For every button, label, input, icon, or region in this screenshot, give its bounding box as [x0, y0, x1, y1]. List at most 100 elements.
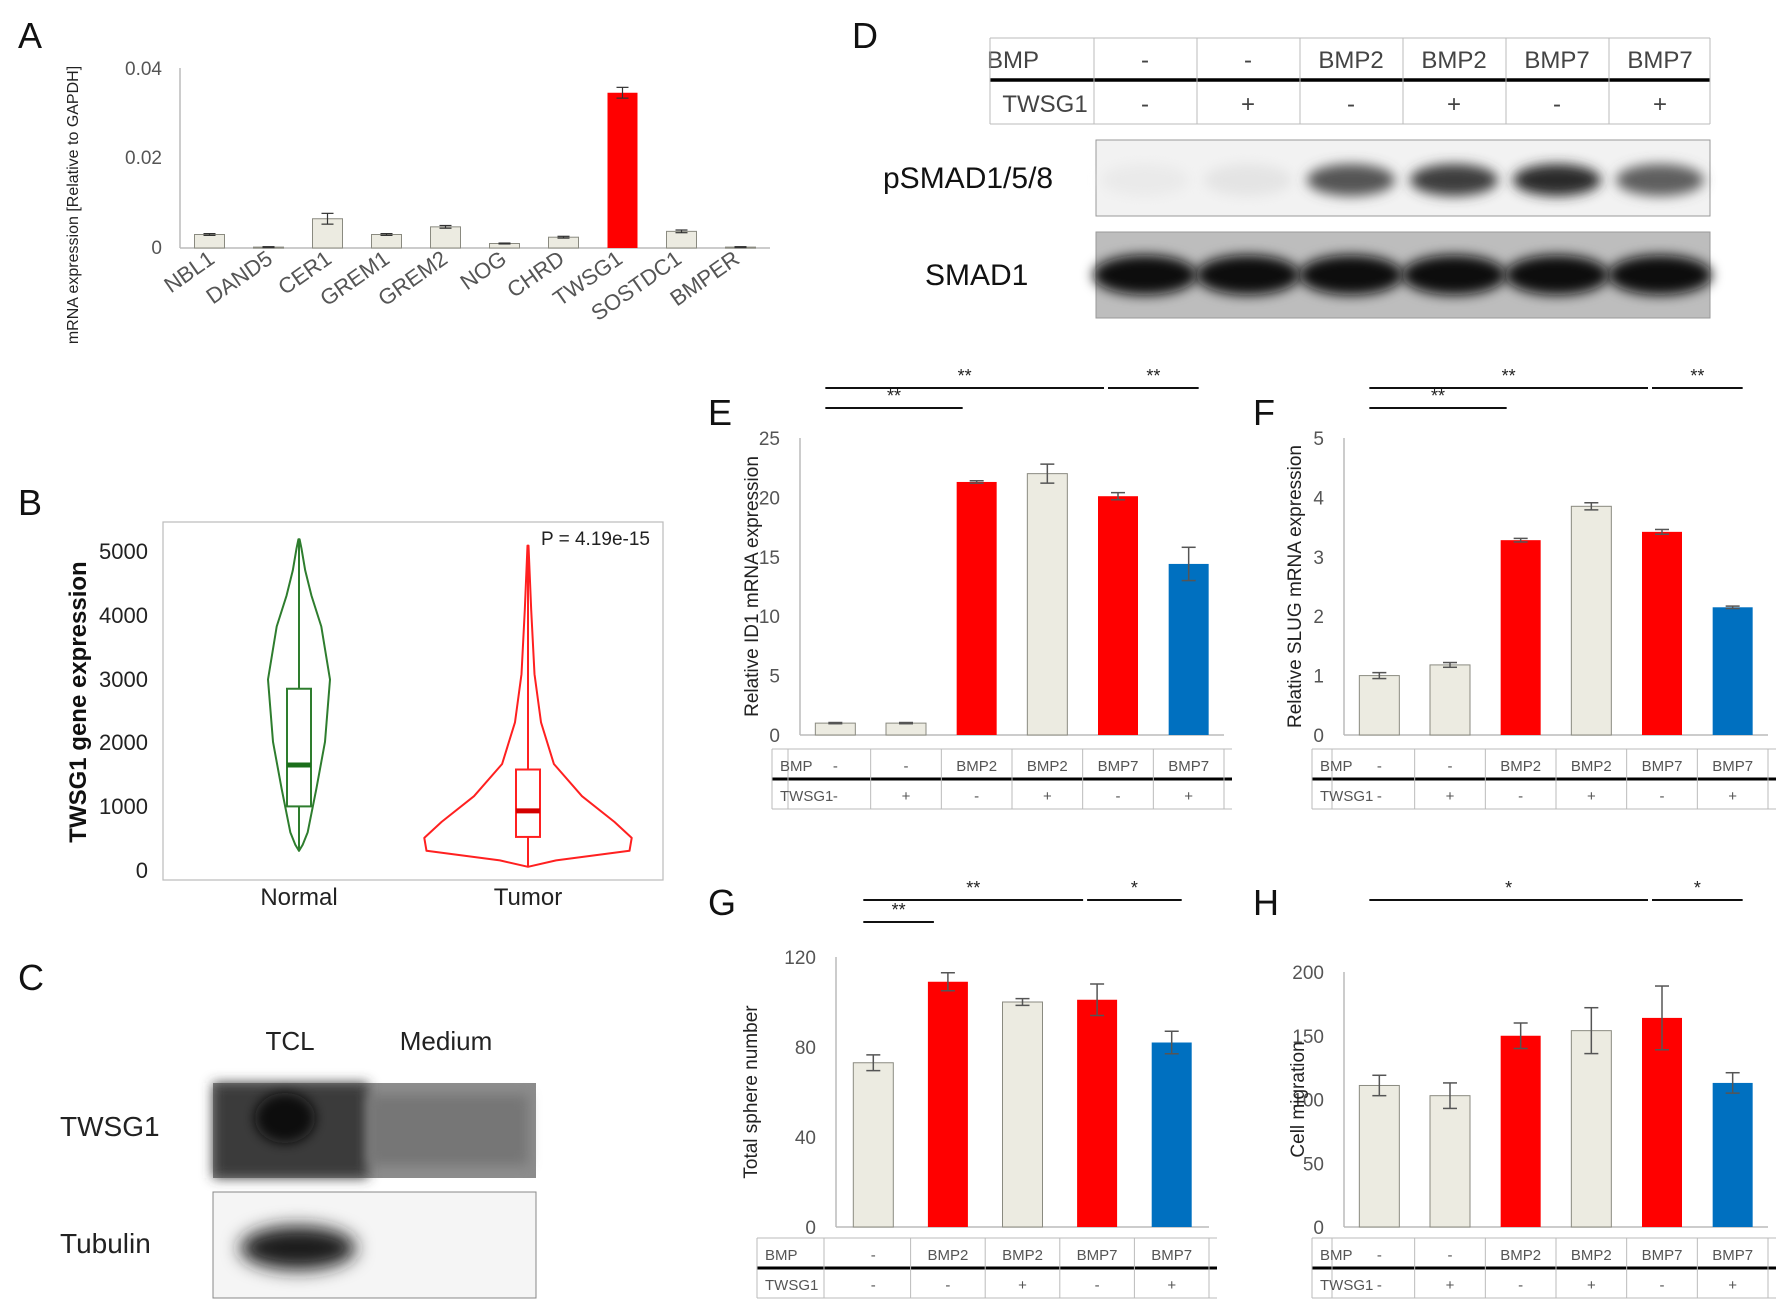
panel-e-table-cell: BMP7	[1098, 758, 1139, 775]
panel-f-table-cell: BMP2	[1571, 758, 1612, 775]
panel-b: 0 1000 2000 3000 4000 5000 TWSG1 gene ex…	[65, 521, 664, 911]
blot-d-cell: -	[1347, 91, 1355, 118]
blot-d-psmad-bands	[1101, 164, 1704, 196]
blot-d-psmad-membrane	[1095, 139, 1711, 217]
panel-a-category-label: DAND5	[201, 246, 276, 309]
panel-f-ylabel: Relative SLUG mRNA expression	[1285, 445, 1306, 728]
blot-d-cell: -	[1244, 47, 1252, 74]
panel-h-ytick: 0	[1313, 1218, 1324, 1239]
panel-e-ylabel: Relative ID1 mRNA expression	[742, 456, 763, 717]
panel-f-bar	[1642, 531, 1682, 735]
panel-h-bar	[1358, 1084, 1400, 1228]
panel-h-table-cell: +	[1728, 1277, 1737, 1294]
panel-f-table-cell: +	[1587, 788, 1596, 805]
blot-d-smad-bands	[1093, 255, 1712, 295]
panel-f-table-cell: -	[1377, 788, 1382, 805]
panel-g-table-row-label: TWSG1	[765, 1277, 818, 1294]
panel-e: 0 5 10 15 20 25 Relative ID1 mRNA expression **…	[742, 366, 1232, 810]
panel-a-ytick: 0.04	[125, 59, 162, 80]
panel-h-table-cell: BMP2	[1571, 1247, 1612, 1264]
panel-f-bar	[1500, 540, 1541, 735]
panel-f-bar	[1570, 505, 1612, 736]
blot-c-row-label: TWSG1	[60, 1111, 160, 1142]
panel-b-ytick: 5000	[99, 539, 148, 564]
panel-f-table-cell: BMP7	[1712, 758, 1753, 775]
panel-a-category-labels: NBL1 DAND5 CER1 GREM1 GREM2 NOG CHRD TWS…	[159, 246, 743, 326]
blot-d-smad-band	[1505, 255, 1609, 295]
panel-f-significance-label: **	[1502, 366, 1516, 386]
panel-h-ytick: 200	[1292, 963, 1324, 984]
blot-d-cell: -	[1553, 91, 1561, 118]
panel-g-bar	[1151, 1042, 1192, 1227]
panel-letter-h: H	[1253, 882, 1279, 923]
panel-g-significance-label: *	[1131, 878, 1138, 898]
blot-d-cell: BMP7	[1627, 47, 1692, 74]
panel-g-ylabel: Total sphere number	[741, 1005, 762, 1179]
blot-d-row-label: BMP	[987, 47, 1039, 74]
blot-c-row-label: Tubulin	[60, 1228, 151, 1259]
panel-h-bar	[1429, 1095, 1471, 1228]
blot-d-smad-band	[1093, 255, 1197, 295]
panel-b-ytick: 2000	[99, 730, 148, 755]
panel-h-ytick: 100	[1292, 1091, 1324, 1112]
panel-g-ytick: 80	[795, 1038, 816, 1059]
panel-g-bar	[927, 981, 968, 1227]
panel-e-bar	[885, 722, 927, 736]
panel-h-table-cell: -	[1518, 1277, 1523, 1294]
blot-d-smad-membrane	[1093, 231, 1712, 319]
blot-d-cell: BMP2	[1421, 47, 1486, 74]
panel-g-table-cell: -	[871, 1277, 876, 1294]
panel-b-box	[515, 768, 541, 838]
panel-g-table-cell: BMP7	[1151, 1247, 1192, 1264]
blot-d-smad-band	[1196, 255, 1300, 295]
panel-e-significance-label: **	[1146, 366, 1160, 386]
panel-e-bar	[956, 481, 997, 735]
panel-letter-f: F	[1253, 392, 1275, 433]
panel-e-table-cell: +	[1184, 788, 1193, 805]
panel-h-bar	[1500, 1035, 1541, 1227]
panel-a-bar	[371, 234, 402, 249]
panel-f-table-cell: -	[1660, 788, 1665, 805]
blot-d-smad-band	[1299, 255, 1403, 295]
panel-e-ytick: 15	[759, 548, 780, 569]
blot-d-psmad-background	[1095, 139, 1711, 217]
panel-g-table-cell: +	[1018, 1277, 1027, 1294]
panel-g-table-cell: -	[945, 1277, 950, 1294]
panel-a-ylabel: mRNA expression [Relative to GAPDH]	[65, 66, 82, 344]
panel-letter-e: E	[708, 392, 732, 433]
panel-e-ytick: 5	[769, 667, 780, 688]
panel-b-violin-tumor	[423, 544, 633, 868]
panel-a-ytick: 0	[151, 238, 162, 259]
panel-b-box	[286, 687, 312, 808]
panel-e-table-cell: -	[1116, 788, 1121, 805]
blot-d-condition-table: BMP TWSG1 - - BMP2 BMP2 BMP7 BMP7 - + - …	[987, 37, 1711, 125]
panel-e-table-row-label: BMP	[780, 758, 813, 775]
panel-a-bar	[194, 234, 225, 249]
blot-d-cell: +	[1241, 91, 1255, 118]
panel-e-ytick: 10	[759, 607, 780, 628]
panel-f-ytick: 1	[1313, 667, 1324, 688]
panel-b-ytick: 0	[136, 858, 148, 883]
panel-e-table-cell: -	[833, 758, 838, 775]
panel-e-table-cell: BMP7	[1168, 758, 1209, 775]
blot-d-cell: +	[1447, 91, 1461, 118]
panel-g-table-cell: BMP2	[927, 1247, 968, 1264]
panel-letter-b: B	[18, 482, 42, 523]
panel-e-table-cell: -	[833, 788, 838, 805]
panel-e-table-cell: +	[902, 788, 911, 805]
panel-g-significance-label: **	[892, 900, 906, 920]
blot-d-psmad-band	[1410, 164, 1498, 196]
panel-h: 0 50 100 150 200 Cell migration * * BMP - - BMP2 BMP…	[1288, 878, 1776, 1299]
panel-g-ytick: 0	[805, 1218, 816, 1239]
panel-h-bar	[1570, 1030, 1612, 1228]
blot-c-tubulin-membrane	[212, 1191, 537, 1299]
panel-e-table-cell: +	[1043, 788, 1052, 805]
blot-d-smad-band	[1608, 255, 1712, 295]
panel-f-ytick: 4	[1313, 488, 1324, 509]
blot-c-column-label: Medium	[400, 1026, 492, 1056]
blot-d-psmad-band	[1307, 164, 1395, 196]
panel-f-table-cell: +	[1728, 788, 1737, 805]
panel-e-significance-label: **	[887, 386, 901, 406]
